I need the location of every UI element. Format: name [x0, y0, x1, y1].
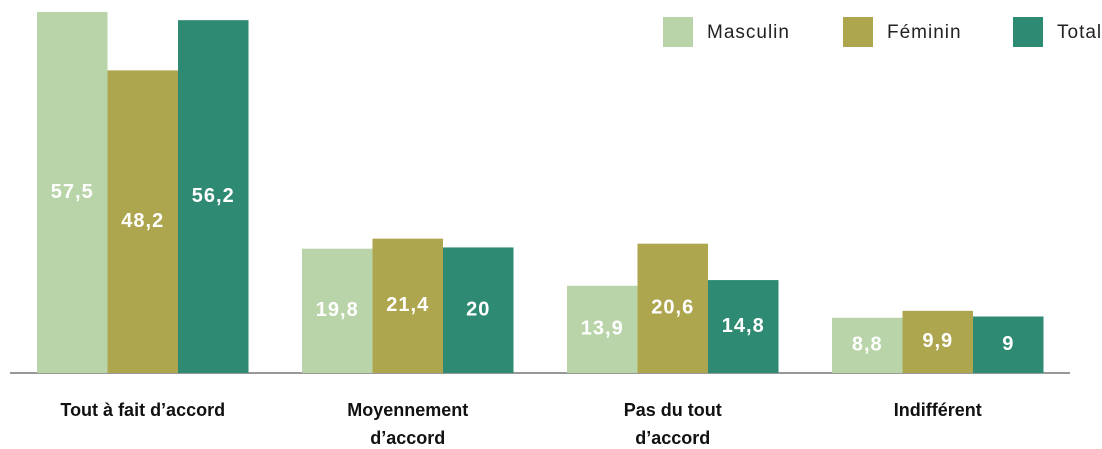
value-label: 9 — [1002, 333, 1014, 355]
x-tick-label: Moyennement d’accord — [347, 400, 469, 448]
legend-label: Masculin — [707, 22, 790, 43]
bar — [973, 316, 1044, 373]
value-label: 20 — [466, 298, 490, 320]
value-label: 19,8 — [316, 299, 359, 321]
bar — [832, 317, 903, 373]
legend-swatch — [1013, 17, 1043, 47]
bar — [567, 285, 638, 373]
x-tick-label: Indifférent — [893, 400, 982, 420]
legend-label: Féminin — [887, 22, 962, 43]
x-tick-label: Tout à fait d’accord — [60, 400, 226, 420]
value-label: 21,4 — [386, 294, 429, 316]
bar — [107, 70, 178, 374]
value-label: 57,5 — [51, 181, 94, 203]
bar — [302, 248, 373, 373]
legend-swatch — [843, 17, 873, 47]
x-tick-label: Pas du tout d’accord — [623, 400, 722, 448]
legend-label: Total — [1057, 22, 1102, 43]
bar — [902, 310, 973, 373]
bar — [372, 238, 443, 373]
value-label: 56,2 — [192, 185, 235, 207]
value-label: 13,9 — [581, 318, 624, 340]
bar — [37, 12, 108, 373]
legend-swatch — [663, 17, 693, 47]
value-label: 8,8 — [852, 334, 883, 356]
value-label: 48,2 — [121, 210, 164, 232]
bar — [178, 20, 249, 373]
value-label: 20,6 — [651, 297, 694, 319]
bar — [708, 280, 779, 373]
bar — [443, 247, 514, 373]
bar — [637, 243, 708, 373]
value-label: 14,8 — [722, 315, 765, 337]
value-label: 9,9 — [922, 330, 953, 352]
